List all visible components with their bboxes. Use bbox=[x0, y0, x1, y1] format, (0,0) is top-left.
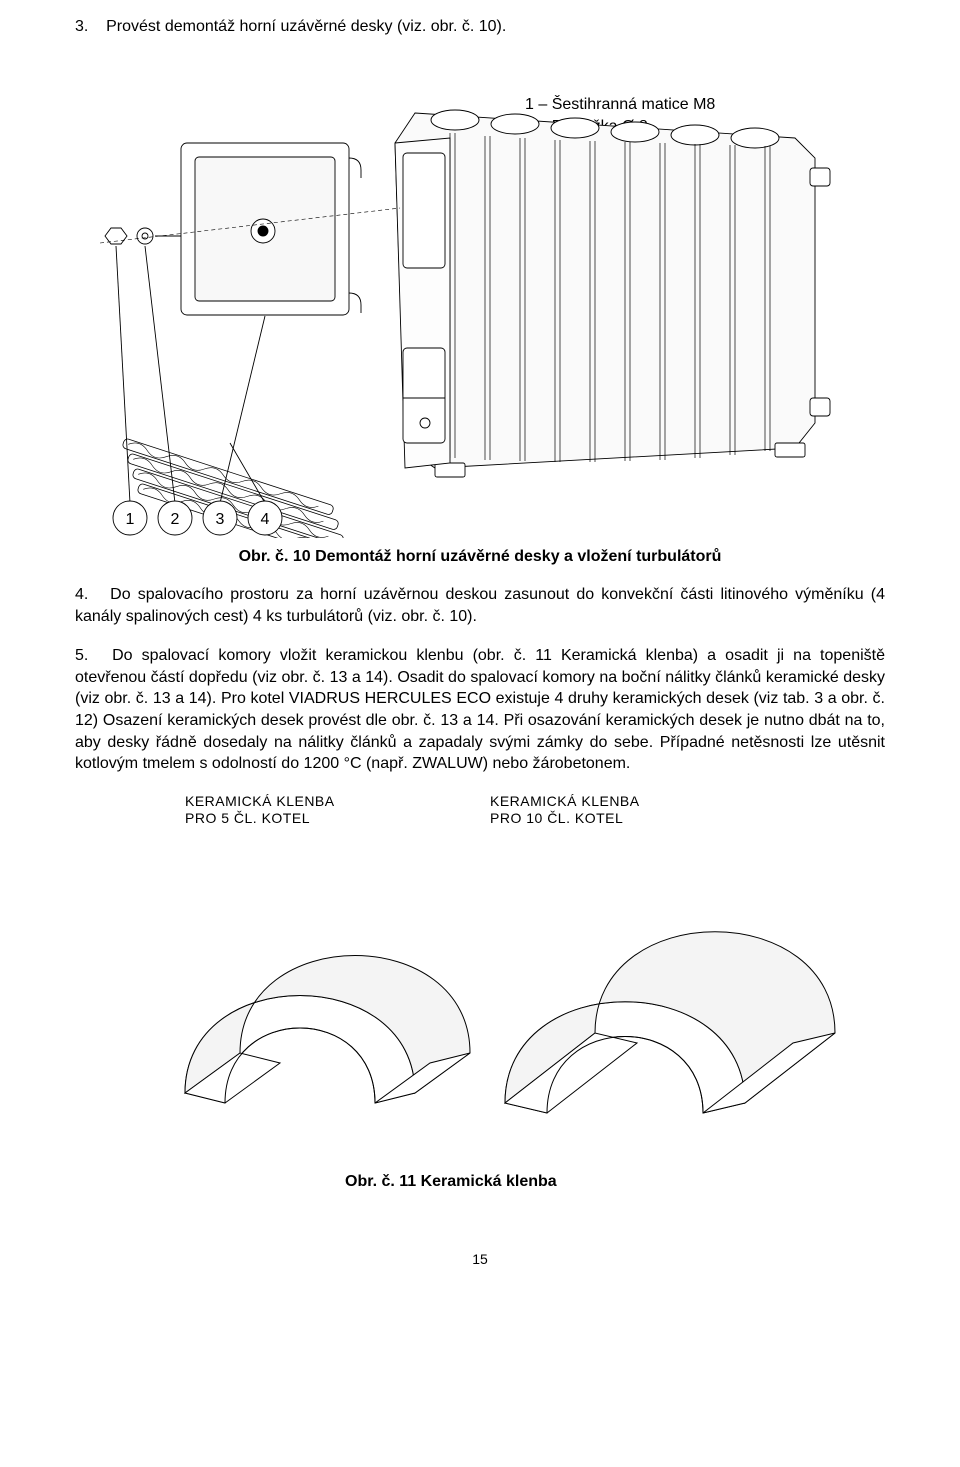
step-4: 4. Do spalovacího prostoru za horní uzáv… bbox=[75, 584, 885, 627]
figure-10-area: 1 – Šestihranná matice M8 2 – Podložka Ø… bbox=[75, 48, 885, 538]
callout-1: 1 bbox=[126, 511, 135, 528]
step-3-text: Provést demontáž horní uzávěrné desky (v… bbox=[106, 18, 506, 35]
step-5-number: 5. bbox=[75, 645, 103, 667]
callout-2: 2 bbox=[171, 511, 180, 528]
callout-3: 3 bbox=[216, 511, 225, 528]
page-number: 15 bbox=[75, 1251, 885, 1267]
step-5: 5. Do spalovací komory vložit keramickou… bbox=[75, 645, 885, 775]
step-3-number: 3. bbox=[75, 18, 88, 35]
callout-4: 4 bbox=[261, 511, 270, 528]
step-4-number: 4. bbox=[75, 584, 103, 606]
step-5-text: Do spalovací komory vložit keramickou kl… bbox=[75, 647, 885, 772]
figure-11-caption: Obr. č. 11 Keramická klenba bbox=[345, 1173, 885, 1191]
step-4-text: Do spalovacího prostoru za horní uzávěrn… bbox=[75, 586, 885, 625]
step-3: 3. Provést demontáž horní uzávěrné desky… bbox=[75, 18, 885, 36]
figure-11-area: KERAMICKÁ KLENBA PRO 5 ČL. KOTEL KERAMIC… bbox=[75, 793, 885, 1163]
ceramic-arch-icon bbox=[75, 793, 885, 1163]
figure-10-caption: Obr. č. 10 Demontáž horní uzávěrné desky… bbox=[75, 548, 885, 566]
page-container: 3. Provést demontáž horní uzávěrné desky… bbox=[0, 0, 960, 1307]
exploded-diagram-icon: 1 2 3 4 bbox=[55, 48, 885, 538]
